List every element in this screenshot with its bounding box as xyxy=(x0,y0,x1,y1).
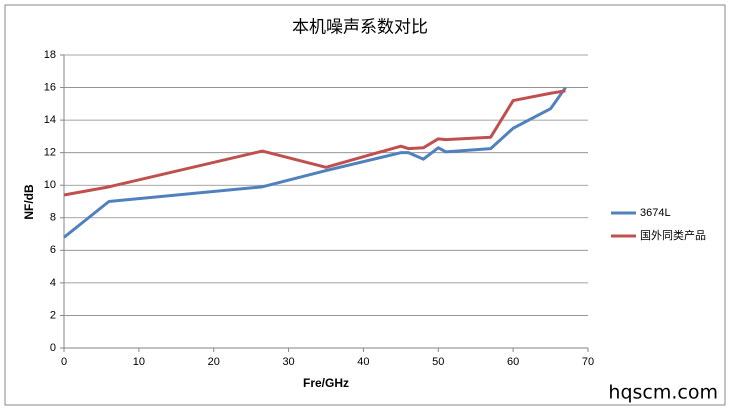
x-axis-title: Fre/GHz xyxy=(303,376,349,390)
chart-frame xyxy=(4,4,726,406)
x-tick-label: 50 xyxy=(432,356,444,368)
watermark: hqscm.com xyxy=(608,382,718,404)
series-line xyxy=(63,89,566,197)
x-tick-label: 20 xyxy=(208,356,220,368)
y-tick-label: 8 xyxy=(50,212,56,224)
x-tick-label: 10 xyxy=(133,356,145,368)
y-tick-label: 18 xyxy=(44,49,56,61)
legend-label: 国外同类产品 xyxy=(640,228,706,242)
legend-label: 3674L xyxy=(640,207,671,219)
y-tick-label: 12 xyxy=(44,147,56,159)
x-tick-label: 40 xyxy=(357,356,369,368)
y-axis-title: NF/dB xyxy=(22,184,36,220)
y-tick-label: 16 xyxy=(44,81,56,93)
chart-title: 本机噪声系数对比 xyxy=(292,17,428,36)
x-tick-label: 60 xyxy=(507,356,519,368)
y-tick-label: 2 xyxy=(50,309,56,321)
x-tick-label: 70 xyxy=(582,356,594,368)
y-tick-label: 0 xyxy=(50,342,56,354)
series-line xyxy=(63,86,567,239)
y-tick-label: 6 xyxy=(50,244,56,256)
x-tick-label: 0 xyxy=(61,356,67,368)
y-tick-label: 4 xyxy=(50,277,56,289)
y-tick-label: 10 xyxy=(44,179,56,191)
y-tick-label: 14 xyxy=(44,114,56,126)
x-tick-label: 30 xyxy=(282,356,294,368)
